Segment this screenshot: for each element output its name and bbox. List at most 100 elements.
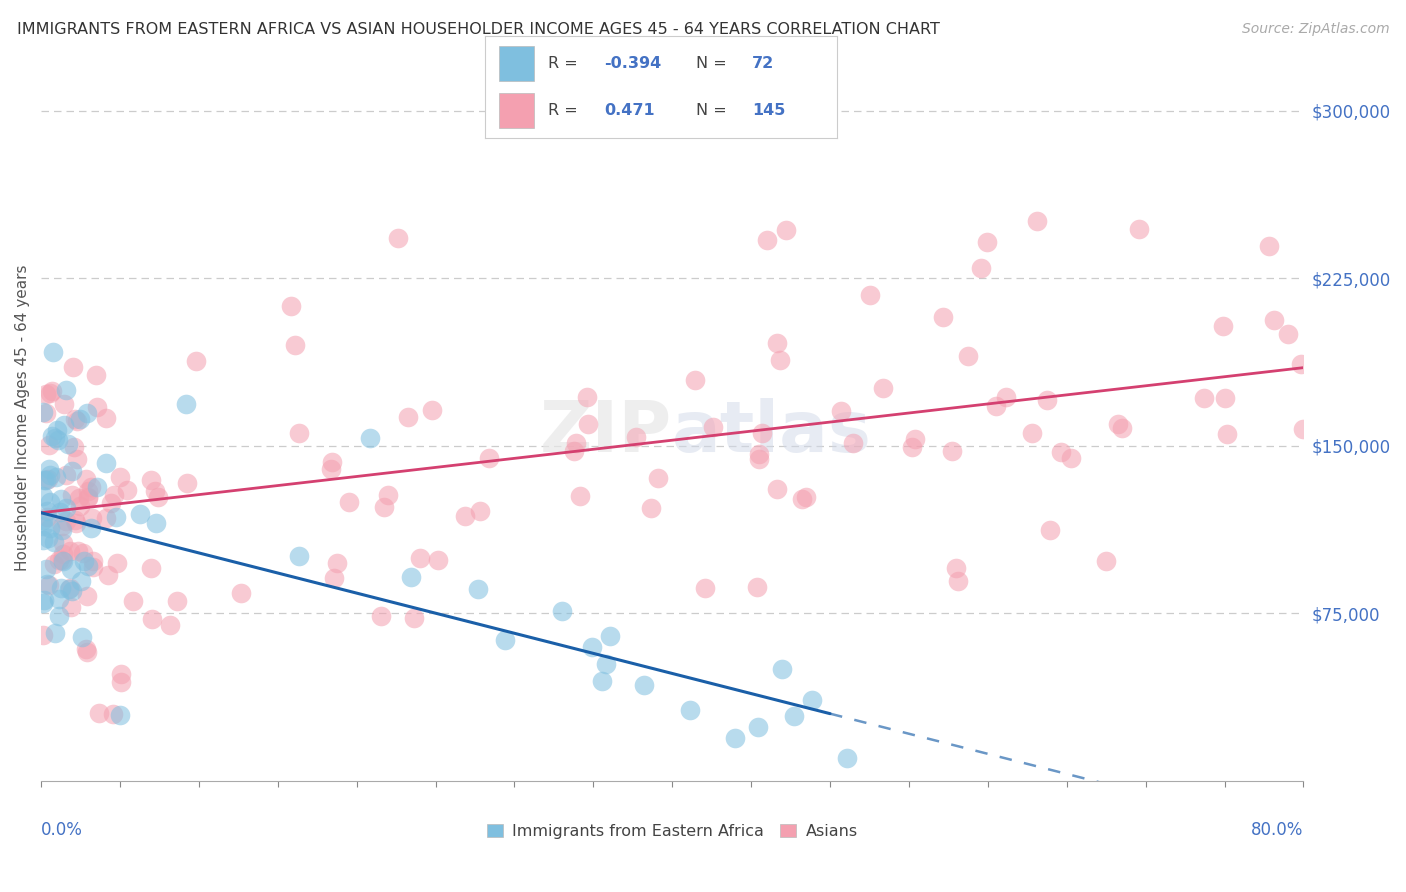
- Point: [468, 504, 491, 518]
- Point: [75, 642, 97, 657]
- Point: [44, 470, 66, 484]
- Point: [595, 657, 617, 671]
- Point: [53, 418, 76, 433]
- Point: [792, 492, 814, 507]
- Point: [1128, 222, 1150, 236]
- Point: [370, 608, 392, 623]
- Point: [80, 521, 103, 535]
- Point: [945, 561, 967, 575]
- Point: [176, 475, 198, 490]
- Point: [159, 617, 181, 632]
- Point: [478, 450, 501, 465]
- Point: [41, 384, 63, 399]
- Point: [100, 496, 122, 510]
- Point: [387, 230, 409, 244]
- Text: 72: 72: [752, 56, 775, 70]
- Point: [640, 501, 662, 516]
- Point: [174, 397, 197, 411]
- Point: [31, 518, 53, 533]
- Point: [35, 509, 58, 524]
- Point: [1263, 313, 1285, 327]
- Point: [775, 223, 797, 237]
- Point: [1277, 326, 1299, 341]
- Text: ZIP: ZIP: [540, 398, 672, 467]
- Text: N =: N =: [696, 56, 733, 70]
- Point: [69, 412, 91, 426]
- Point: [32, 596, 55, 610]
- Point: [576, 417, 599, 431]
- Point: [747, 720, 769, 734]
- Point: [70, 574, 93, 589]
- Point: [60, 464, 83, 478]
- Point: [35, 407, 58, 421]
- Point: [591, 674, 613, 689]
- Point: [359, 432, 381, 446]
- Point: [766, 483, 789, 497]
- Point: [756, 233, 779, 247]
- Point: [231, 586, 253, 600]
- Point: [454, 509, 477, 524]
- Point: [89, 706, 111, 720]
- Point: [48, 505, 70, 519]
- Point: [48, 591, 70, 606]
- Point: [94, 456, 117, 470]
- FancyBboxPatch shape: [499, 93, 534, 128]
- Point: [562, 443, 585, 458]
- Text: 0.471: 0.471: [605, 103, 655, 118]
- Point: [858, 288, 880, 302]
- Point: [994, 390, 1017, 404]
- Point: [76, 490, 98, 504]
- Point: [51, 518, 73, 533]
- Point: [679, 703, 702, 717]
- Point: [420, 402, 443, 417]
- Point: [42, 557, 65, 571]
- Point: [110, 707, 132, 722]
- Point: [1025, 214, 1047, 228]
- Point: [396, 410, 419, 425]
- Point: [647, 471, 669, 485]
- Point: [86, 479, 108, 493]
- Point: [772, 662, 794, 676]
- Point: [900, 440, 922, 454]
- Point: [702, 420, 724, 434]
- Text: 80.0%: 80.0%: [1251, 821, 1303, 838]
- Point: [58, 437, 80, 451]
- Point: [39, 468, 62, 483]
- Point: [46, 433, 69, 447]
- Point: [377, 488, 399, 502]
- Point: [31, 513, 53, 527]
- Point: [86, 400, 108, 414]
- Point: [31, 405, 53, 419]
- Point: [38, 520, 60, 534]
- Point: [82, 510, 104, 524]
- Point: [82, 560, 104, 574]
- Point: [38, 462, 60, 476]
- Text: N =: N =: [696, 103, 733, 118]
- Point: [39, 495, 62, 509]
- Point: [1039, 523, 1062, 537]
- Point: [1059, 450, 1081, 465]
- Point: [1111, 421, 1133, 435]
- Point: [108, 470, 131, 484]
- Point: [1021, 426, 1043, 441]
- Point: [51, 553, 73, 567]
- Point: [769, 353, 792, 368]
- Point: [373, 500, 395, 515]
- Point: [800, 693, 823, 707]
- Point: [745, 580, 768, 594]
- Point: [32, 533, 55, 548]
- Point: [34, 473, 56, 487]
- Point: [932, 310, 955, 325]
- Point: [280, 299, 302, 313]
- Point: [101, 706, 124, 721]
- Point: [60, 488, 83, 502]
- Point: [48, 553, 70, 567]
- Point: [633, 678, 655, 692]
- Point: [128, 507, 150, 521]
- Point: [73, 554, 96, 568]
- Point: [751, 426, 773, 441]
- Point: [105, 556, 128, 570]
- Point: [66, 452, 89, 467]
- Point: [42, 345, 65, 359]
- Point: [166, 594, 188, 608]
